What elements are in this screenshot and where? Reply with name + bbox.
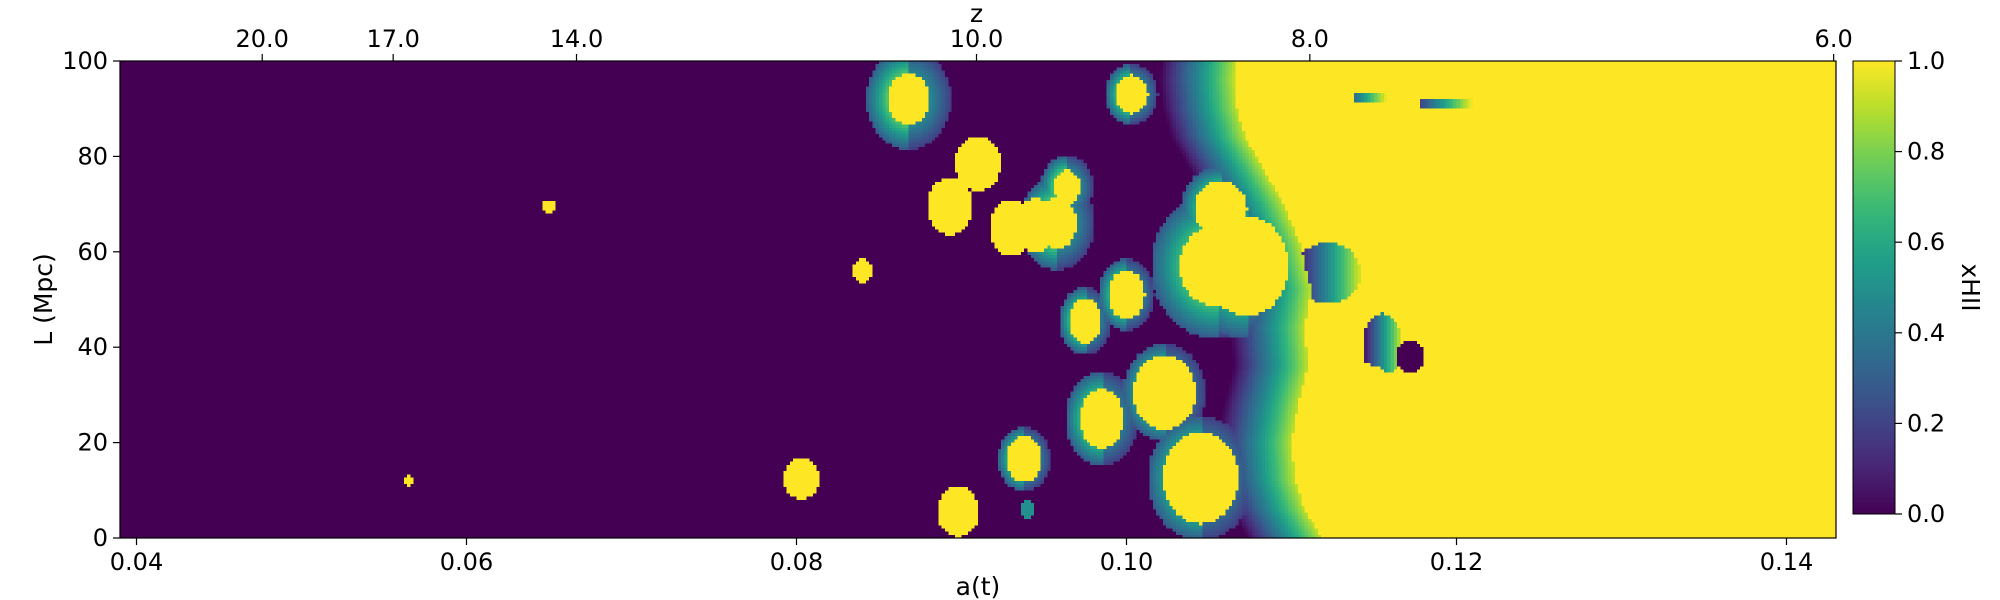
x-axis-label: a(t) [956,572,1001,600]
top-axis-label: z [970,0,983,28]
heatmap-image [120,61,1836,538]
colorbar-tick-label: 0.0 [1907,500,1945,528]
y-tick-label: 80 [77,142,108,170]
colorbar-axis: 0.0 0.2 0.4 0.6 0.8 1.0 [1895,47,1945,528]
plot-frame [119,60,1837,539]
z-tick-label: 20.0 [235,25,288,53]
bottom-x-axis: 0.04 0.06 0.08 0.10 0.12 0.14 [110,538,1813,576]
z-tick-label: 10.0 [950,25,1003,53]
x-tick-label: 0.14 [1760,548,1813,576]
x-tick-label: 0.06 [440,548,493,576]
colorbar-tick-label: 0.2 [1907,409,1945,437]
z-tick-label: 6.0 [1815,25,1853,53]
y-tick-label: 40 [77,333,108,361]
colorbar-tick-label: 1.0 [1907,47,1945,75]
x-tick-label: 0.10 [1100,548,1153,576]
x-tick-label: 0.08 [770,548,823,576]
y-axis-label: L (Mpc) [29,253,58,346]
y-tick-label: 20 [77,429,108,457]
xhii-field [120,61,1836,538]
colorbar-tick-label: 0.8 [1907,138,1945,166]
colorbar-tick-label: 0.6 [1907,228,1945,256]
left-y-axis: 0 20 40 60 80 100 [62,47,120,552]
colorbar-tick-label: 0.4 [1907,319,1945,347]
z-tick-label: 14.0 [550,25,603,53]
x-tick-label: 0.04 [110,548,163,576]
y-tick-label: 100 [62,47,108,75]
y-tick-label: 0 [93,524,108,552]
colorbar [1852,60,1896,515]
x-tick-label: 0.12 [1430,548,1483,576]
z-tick-label: 8.0 [1291,25,1329,53]
top-z-axis: 20.0 17.0 14.0 10.0 8.0 6.0 [235,25,1853,61]
z-tick-label: 17.0 [366,25,419,53]
y-tick-label: 60 [77,238,108,266]
colorbar-label: xHII [1956,263,1985,311]
